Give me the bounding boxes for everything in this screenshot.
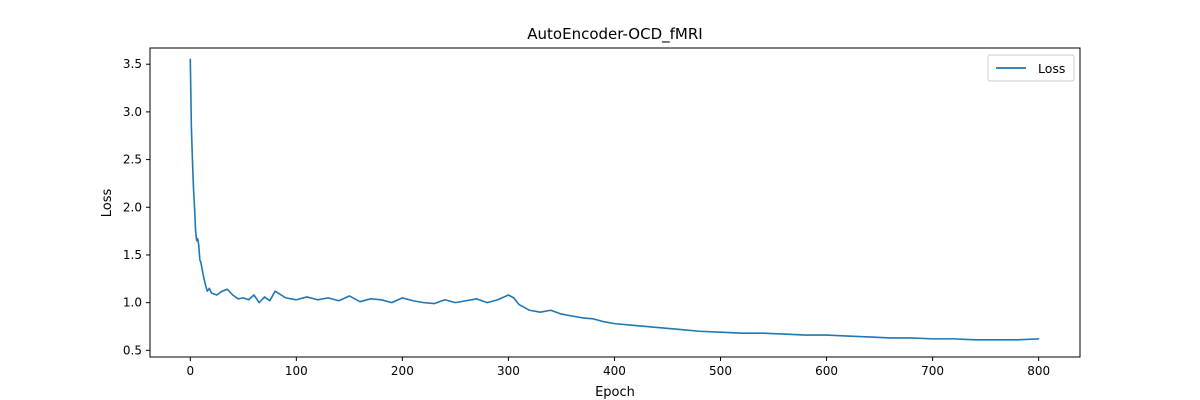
y-tick-label: 1.5 [123, 248, 142, 262]
y-tick-label: 2.5 [123, 153, 142, 167]
x-tick-label: 200 [391, 364, 414, 378]
x-axis-label: Epoch [595, 385, 635, 400]
plot-area-frame [149, 47, 1081, 358]
x-tick-label: 400 [603, 364, 626, 378]
legend-label-loss: Loss [1038, 61, 1065, 76]
x-tick-label: 600 [815, 364, 838, 378]
x-axis-ticks: 0 100 200 300 400 500 600 700 800 [186, 357, 1050, 378]
loss-series-line [189, 58, 1040, 341]
y-tick-label: 1.0 [123, 296, 142, 310]
x-tick-label: 500 [709, 364, 732, 378]
y-tick-label: 3.0 [123, 105, 142, 119]
x-tick-label: 300 [497, 364, 520, 378]
x-tick-label: 0 [186, 364, 194, 378]
chart-title: AutoEncoder-OCD_fMRI [527, 25, 702, 44]
y-tick-label: 3.5 [123, 57, 142, 71]
legend-frame [987, 54, 1075, 82]
y-axis-ticks: 0.5 1.0 1.5 2.0 2.5 3.0 3.5 [123, 57, 150, 357]
y-tick-label: 2.0 [123, 200, 142, 214]
x-tick-label: 800 [1027, 364, 1050, 378]
legend: Loss [987, 54, 1075, 82]
x-tick-label: 700 [921, 364, 944, 378]
x-tick-label: 100 [285, 364, 308, 378]
y-axis-label: Loss [100, 189, 115, 218]
y-tick-label: 0.5 [123, 343, 142, 357]
